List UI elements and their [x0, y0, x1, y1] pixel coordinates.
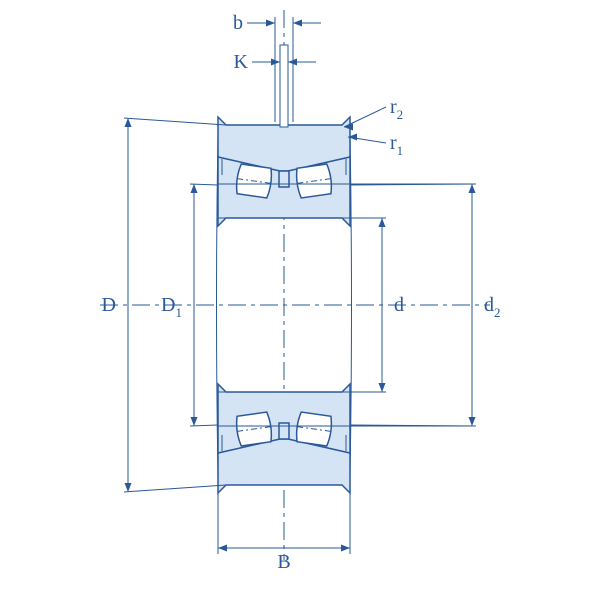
- svg-text:D1: D1: [161, 294, 182, 320]
- svg-text:b: b: [233, 12, 243, 34]
- svg-text:K: K: [234, 51, 249, 73]
- svg-text:D: D: [102, 294, 116, 316]
- svg-text:r2: r2: [390, 96, 403, 122]
- svg-text:B: B: [277, 551, 290, 573]
- svg-text:d: d: [394, 294, 404, 316]
- svg-text:d2: d2: [484, 294, 501, 320]
- bearing-cross-section-diagram: D D1 d d2 BbKr1 r2: [0, 0, 600, 600]
- svg-text:r1: r1: [390, 132, 403, 158]
